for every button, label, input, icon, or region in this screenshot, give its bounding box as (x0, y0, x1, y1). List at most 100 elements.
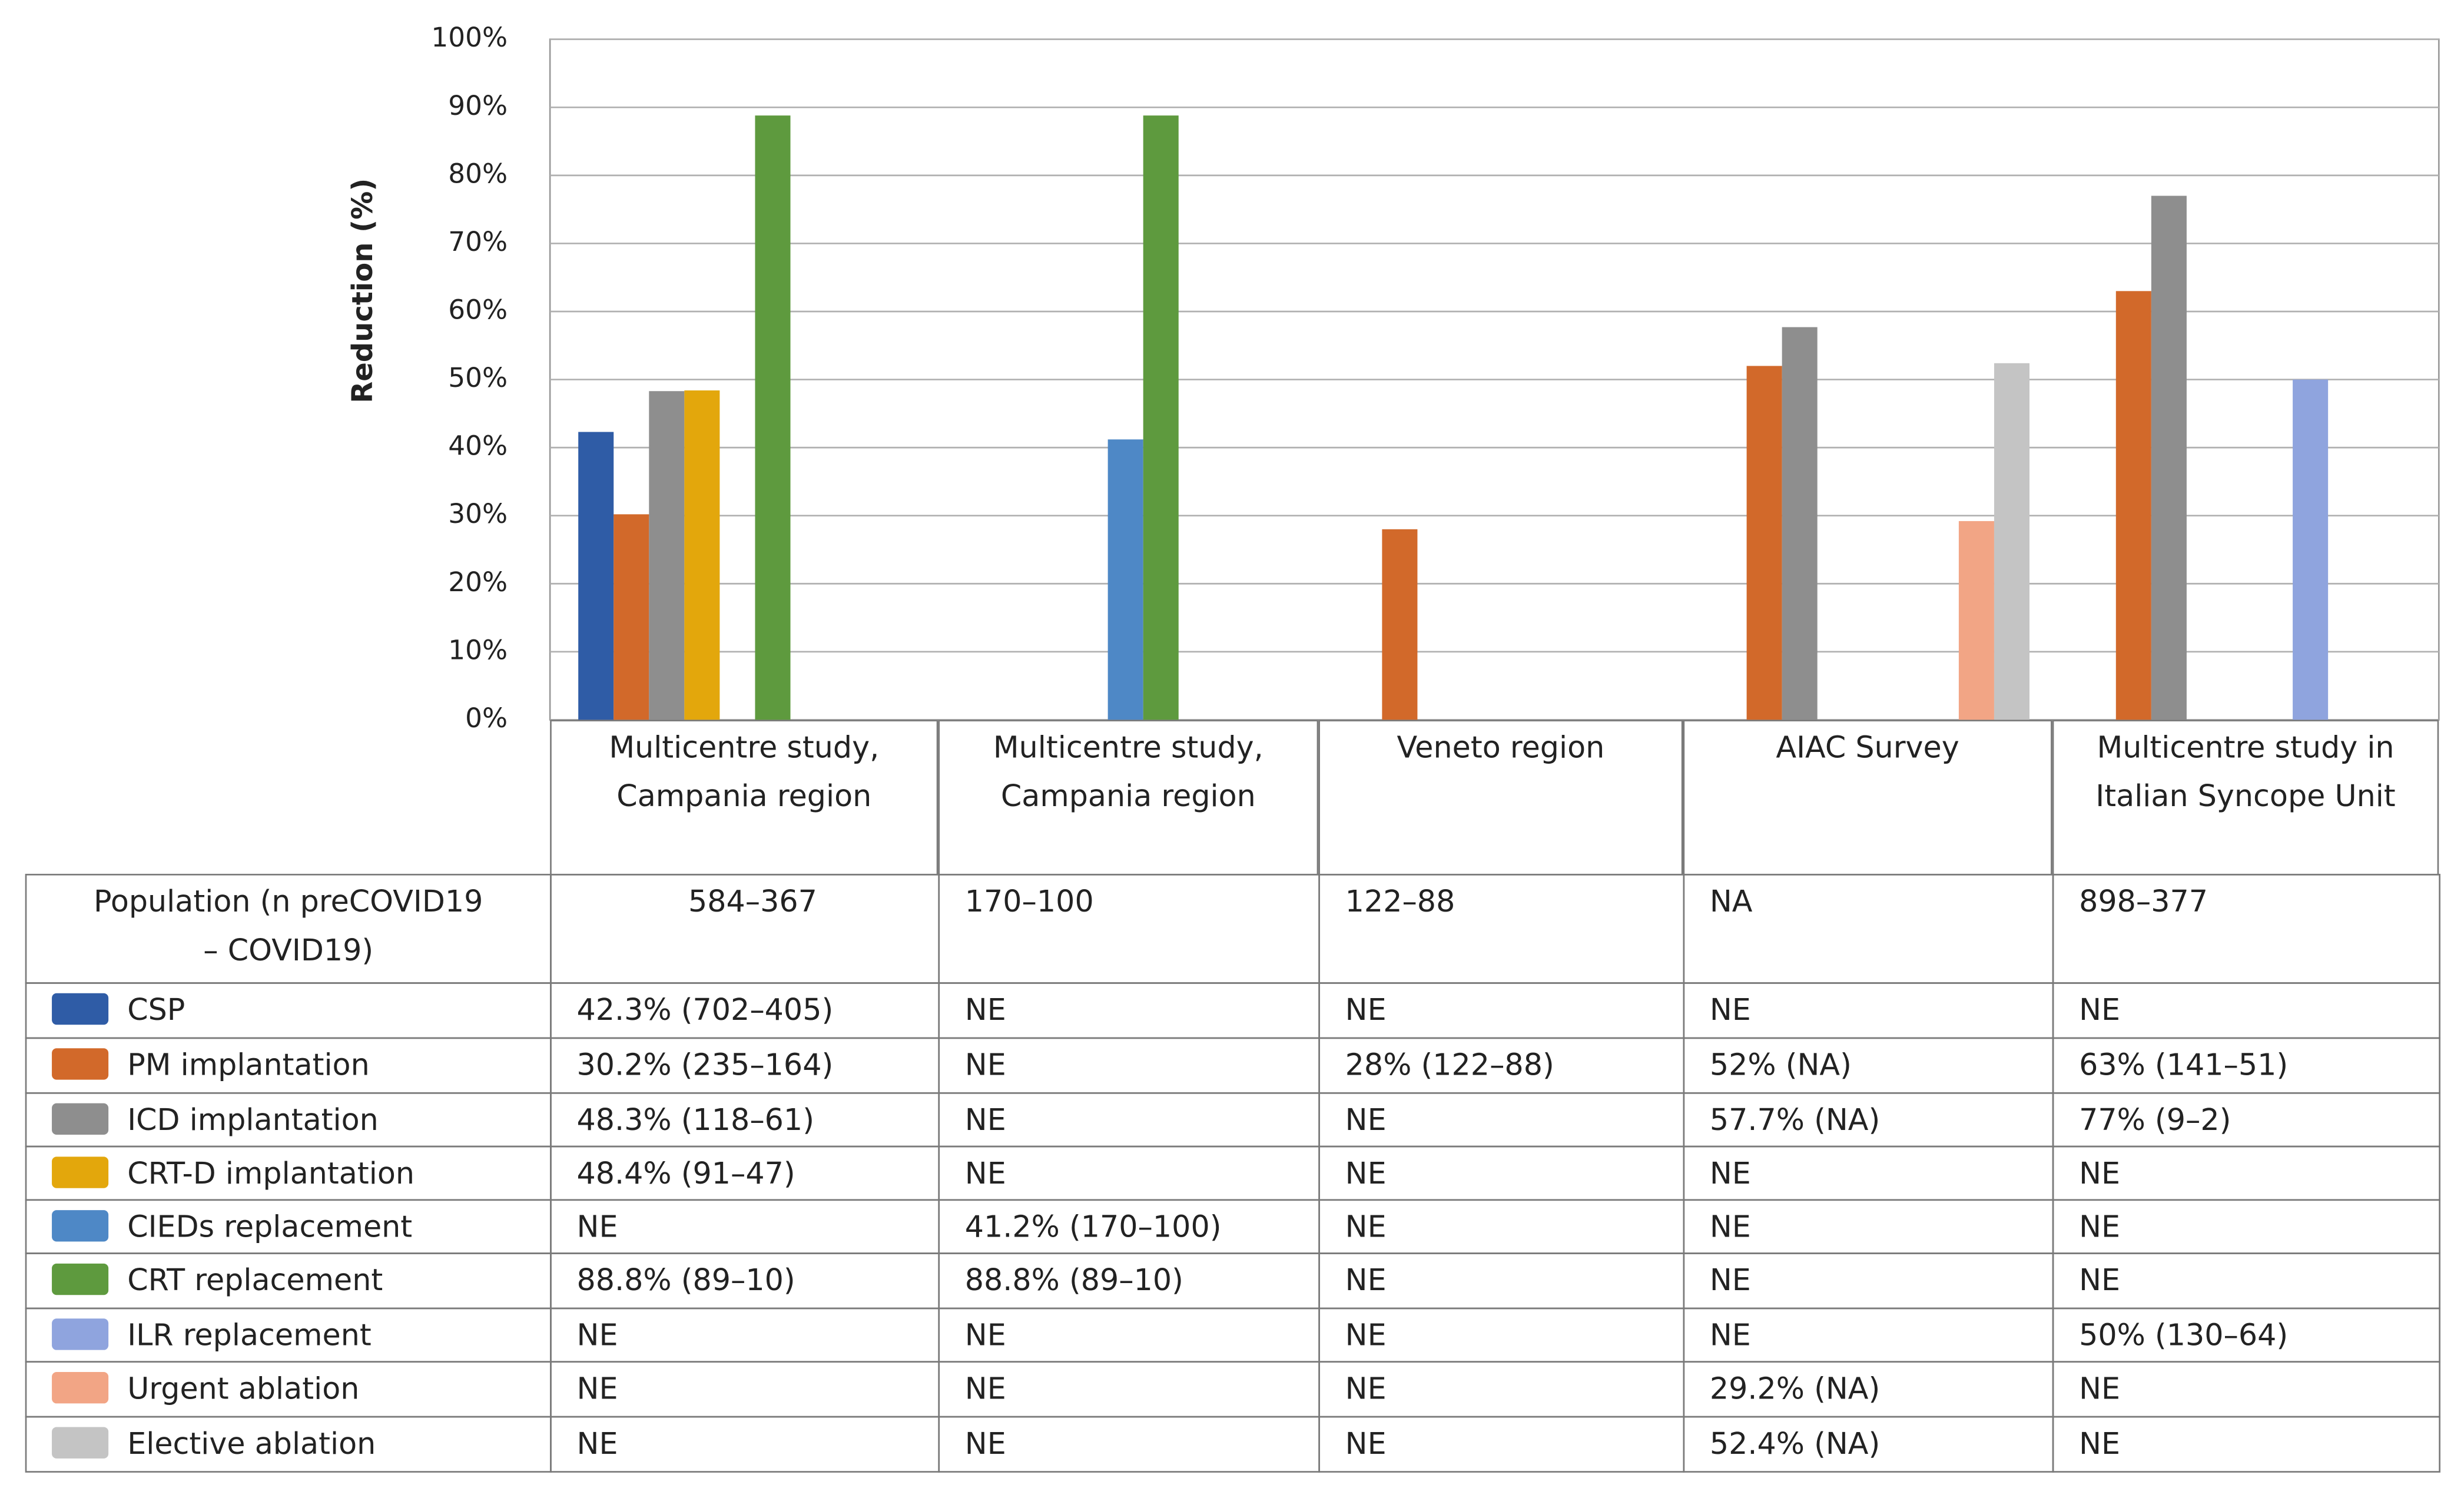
value-label: NE (1683, 982, 2054, 1039)
legend-swatch (52, 1156, 109, 1188)
legend-row: ILR replacement (25, 1307, 552, 1363)
y-tick-label: 60% (448, 294, 508, 325)
value-label: NE (1683, 1252, 2054, 1310)
y-tick-label: 20% (448, 566, 508, 598)
value-label: NE (938, 1092, 1320, 1148)
y-tick-label: 70% (448, 226, 508, 257)
bar (2151, 195, 2187, 720)
value-label: NE (2052, 1145, 2440, 1201)
y-tick-label: 50% (448, 362, 508, 393)
legend-row: PM implantation (25, 1037, 552, 1094)
value-label: NE (1318, 1092, 1685, 1148)
value-label: NE (1318, 982, 1685, 1039)
value-label: NE (1683, 1199, 2054, 1254)
value-label: 28% (122–88) (1318, 1037, 1685, 1094)
legend-row: Urgent ablation (25, 1361, 552, 1418)
value-label: 48.3% (118–61) (550, 1092, 940, 1148)
bar (613, 514, 649, 720)
legend-label: CRT-D implantation (127, 1156, 415, 1192)
bar (2115, 291, 2151, 720)
category-label: AIAC Survey (1683, 720, 2052, 876)
value-label: NE (1683, 1307, 2054, 1363)
bar (2293, 379, 2329, 720)
value-label: 88.8% (89–10) (938, 1252, 1320, 1310)
value-label: 63% (141–51) (2052, 1037, 2440, 1094)
y-tick-label: 80% (448, 158, 508, 189)
value-label: NE (1318, 1361, 1685, 1418)
value-label: 57.7% (NA) (1683, 1092, 2054, 1148)
value-label: 52% (NA) (1683, 1037, 2054, 1094)
legend-swatch (52, 1318, 109, 1350)
legend-swatch (52, 1103, 109, 1135)
bar (1382, 529, 1418, 720)
legend-label: PM implantation (127, 1048, 370, 1083)
value-label: NE (938, 1361, 1320, 1418)
value-label: NE (1683, 1145, 2054, 1201)
population-value: 170–100 (938, 873, 1320, 984)
value-label: NE (1318, 1199, 1685, 1254)
legend-row: CSP (25, 982, 552, 1039)
value-label: NE (2052, 982, 2440, 1039)
legend-swatch (52, 993, 109, 1025)
legend-swatch (52, 1210, 109, 1242)
legend-row: CIEDs replacement (25, 1199, 552, 1254)
legend-row: CRT replacement (25, 1252, 552, 1310)
bar (684, 390, 720, 720)
population-label: Population (n preCOVID19 – COVID19) (25, 873, 552, 984)
legend-swatch (52, 1263, 109, 1295)
population-value: NA (1683, 873, 2054, 984)
bar (755, 115, 791, 720)
bar (1994, 363, 2030, 720)
value-label: NE (938, 982, 1320, 1039)
category-label: Multicentre study, Campania region (550, 720, 938, 876)
legend-row: Elective ablation (25, 1416, 552, 1473)
value-label: NE (938, 1037, 1320, 1094)
value-label: NE (2052, 1416, 2440, 1473)
bar (649, 391, 685, 720)
legend-label: Urgent ablation (127, 1372, 360, 1407)
value-label: NE (550, 1307, 940, 1363)
category-label: Multicentre study in Italian Syncope Uni… (2052, 720, 2439, 876)
value-label: NE (1318, 1416, 1685, 1473)
bar (1782, 327, 1818, 720)
value-label: NE (938, 1307, 1320, 1363)
value-label: 88.8% (89–10) (550, 1252, 940, 1310)
legend-label: ILR replacement (127, 1318, 372, 1354)
value-label: NE (1318, 1145, 1685, 1201)
value-label: NE (550, 1361, 940, 1418)
value-label: 29.2% (NA) (1683, 1361, 2054, 1418)
value-label: NE (2052, 1252, 2440, 1310)
value-label: 41.2% (170–100) (938, 1199, 1320, 1254)
bar (1746, 366, 1782, 720)
y-axis-label: Reduction (%) (346, 178, 379, 403)
value-label: 30.2% (235–164) (550, 1037, 940, 1094)
value-label: NE (2052, 1361, 2440, 1418)
y-tick-label: 40% (448, 430, 508, 462)
value-label: NE (1318, 1307, 1685, 1363)
y-tick-label: 10% (448, 634, 508, 665)
legend-row: CRT-D implantation (25, 1145, 552, 1201)
value-label: NE (1318, 1252, 1685, 1310)
value-label: NE (550, 1199, 940, 1254)
legend-label: CRT replacement (127, 1263, 383, 1298)
value-label: 52.4% (NA) (1683, 1416, 2054, 1473)
legend-swatch (52, 1372, 109, 1404)
bar (1143, 115, 1179, 720)
category-label: Multicentre study, Campania region (938, 720, 1319, 876)
value-label: NE (2052, 1199, 2440, 1254)
value-label: 50% (130–64) (2052, 1307, 2440, 1363)
value-label: 77% (9–2) (2052, 1092, 2440, 1148)
value-label: NE (550, 1416, 940, 1473)
bar (578, 432, 614, 720)
y-tick-label: 100% (431, 22, 508, 53)
legend-swatch (52, 1048, 109, 1080)
legend-label: CIEDs replacement (127, 1210, 413, 1245)
value-label: 42.3% (702–405) (550, 982, 940, 1039)
bar (1107, 439, 1143, 720)
category-label: Veneto region (1318, 720, 1683, 876)
value-label: NE (938, 1145, 1320, 1201)
population-value: 122–88 (1318, 873, 1685, 984)
